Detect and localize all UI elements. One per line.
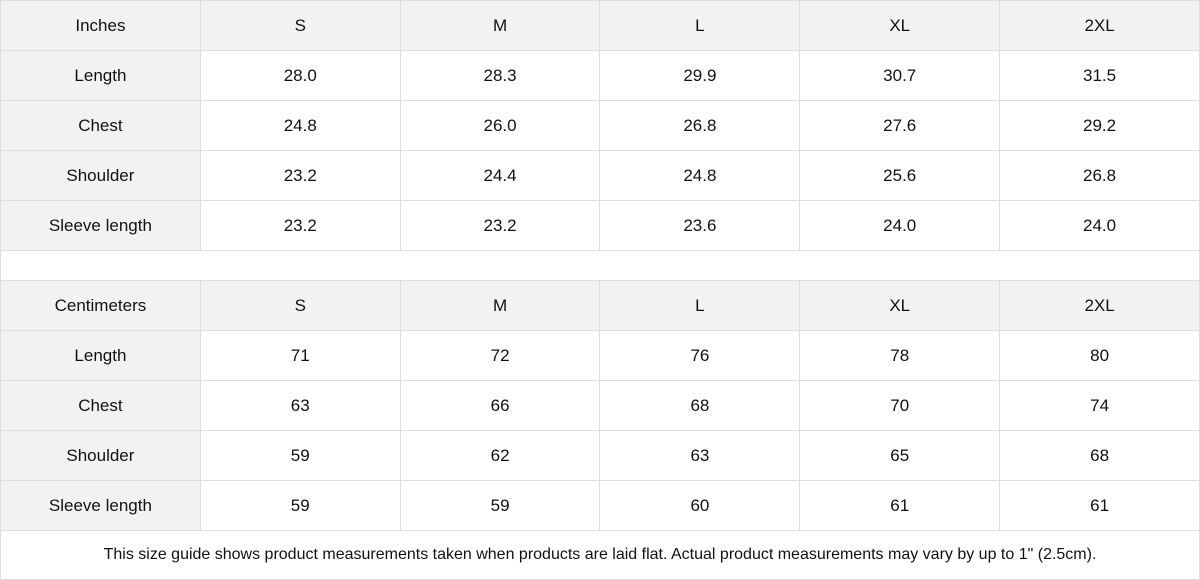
size-guide-note: This size guide shows product measuremen… [0, 531, 1200, 580]
unit-header: Inches [0, 0, 201, 51]
header-row: Centimeters S M L XL 2XL [0, 280, 1200, 331]
measurement-cell: 31.5 [999, 50, 1200, 101]
row-label: Shoulder [0, 150, 201, 201]
row-label: Length [0, 50, 201, 101]
size-header: M [399, 0, 601, 51]
table-row: Sleeve length 59 59 60 61 61 [0, 480, 1200, 531]
measurement-cell: 70 [799, 380, 1001, 431]
size-header: XL [799, 0, 1001, 51]
row-label: Chest [0, 380, 201, 431]
size-header: 2XL [999, 280, 1200, 331]
inches-table: Inches S M L XL 2XL Length 28.0 28.3 29.9 30.7 31.5… [0, 0, 1200, 251]
measurement-cell: 78 [799, 330, 1001, 381]
measurement-cell: 65 [799, 430, 1001, 481]
measurement-cell: 63 [599, 430, 801, 481]
table-row: Chest 24.8 26.0 26.8 27.6 29.2 [0, 100, 1200, 151]
row-label: Sleeve length [0, 480, 201, 531]
spacer [0, 251, 1200, 280]
measurement-cell: 76 [599, 330, 801, 381]
unit-header: Centimeters [0, 280, 201, 331]
measurement-cell: 24.8 [199, 100, 401, 151]
size-header: L [599, 0, 801, 51]
table-row: Length 71 72 76 78 80 [0, 330, 1200, 381]
row-label: Chest [0, 100, 201, 151]
table-row: Sleeve length 23.2 23.2 23.6 24.0 24.0 [0, 200, 1200, 251]
measurement-cell: 29.2 [999, 100, 1200, 151]
measurement-cell: 24.0 [999, 200, 1200, 251]
size-header: M [399, 280, 601, 331]
table-row: Length 28.0 28.3 29.9 30.7 31.5 [0, 50, 1200, 101]
measurement-cell: 23.2 [199, 150, 401, 201]
measurement-cell: 61 [799, 480, 1001, 531]
measurement-cell: 25.6 [799, 150, 1001, 201]
measurement-cell: 24.0 [799, 200, 1001, 251]
measurement-cell: 29.9 [599, 50, 801, 101]
measurement-cell: 72 [399, 330, 601, 381]
table-row: Shoulder 59 62 63 65 68 [0, 430, 1200, 481]
measurement-cell: 59 [399, 480, 601, 531]
measurement-cell: 23.2 [399, 200, 601, 251]
measurement-cell: 62 [399, 430, 601, 481]
size-header: L [599, 280, 801, 331]
size-header: S [199, 0, 401, 51]
table-row: Chest 63 66 68 70 74 [0, 380, 1200, 431]
size-header: S [199, 280, 401, 331]
measurement-cell: 26.8 [999, 150, 1200, 201]
measurement-cell: 28.0 [199, 50, 401, 101]
measurement-cell: 59 [199, 430, 401, 481]
measurement-cell: 26.0 [399, 100, 601, 151]
row-label: Length [0, 330, 201, 381]
measurement-cell: 60 [599, 480, 801, 531]
measurement-cell: 24.4 [399, 150, 601, 201]
measurement-cell: 24.8 [599, 150, 801, 201]
measurement-cell: 23.6 [599, 200, 801, 251]
measurement-cell: 30.7 [799, 50, 1001, 101]
row-label: Sleeve length [0, 200, 201, 251]
measurement-cell: 27.6 [799, 100, 1001, 151]
measurement-cell: 80 [999, 330, 1200, 381]
measurement-cell: 68 [999, 430, 1200, 481]
measurement-cell: 26.8 [599, 100, 801, 151]
measurement-cell: 66 [399, 380, 601, 431]
table-row: Shoulder 23.2 24.4 24.8 25.6 26.8 [0, 150, 1200, 201]
size-header: 2XL [999, 0, 1200, 51]
header-row: Inches S M L XL 2XL [0, 0, 1200, 51]
centimeters-table: Centimeters S M L XL 2XL Length 71 72 76 78 80 Chest… [0, 280, 1200, 531]
measurement-cell: 68 [599, 380, 801, 431]
size-header: XL [799, 280, 1001, 331]
measurement-cell: 61 [999, 480, 1200, 531]
measurement-cell: 23.2 [199, 200, 401, 251]
measurement-cell: 74 [999, 380, 1200, 431]
measurement-cell: 63 [199, 380, 401, 431]
measurement-cell: 28.3 [399, 50, 601, 101]
row-label: Shoulder [0, 430, 201, 481]
measurement-cell: 71 [199, 330, 401, 381]
measurement-cell: 59 [199, 480, 401, 531]
